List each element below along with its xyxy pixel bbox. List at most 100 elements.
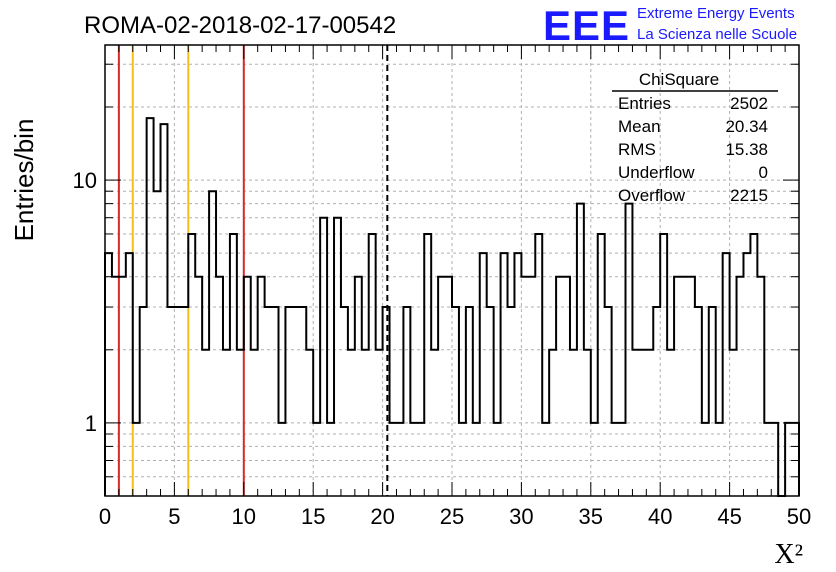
eee-logo: EEE: [543, 2, 630, 49]
histogram-bin: [577, 204, 584, 496]
x-tick-label: 5: [168, 504, 180, 529]
histogram-bin: [653, 307, 660, 496]
stats-box: ChiSquare Entries 2502 Mean 20.34 RMS 15.38 Un…: [612, 70, 778, 205]
histogram-bin: [209, 191, 216, 496]
histogram-bin: [549, 350, 556, 496]
histogram-bin: [237, 350, 244, 496]
histogram-bin: [403, 307, 410, 496]
histogram-bin: [709, 307, 716, 496]
x-tick-label: 40: [648, 504, 672, 529]
histogram-bin: [140, 307, 147, 496]
histogram-bin: [660, 234, 667, 496]
histogram-bin: [396, 423, 403, 496]
histogram-bin: [362, 350, 369, 496]
histogram-bin: [376, 350, 383, 496]
histogram-bin: [383, 307, 390, 496]
x-tick-label: 0: [99, 504, 111, 529]
stats-value: 15.38: [725, 140, 768, 159]
stats-value: 2502: [730, 94, 768, 113]
histogram-bin: [528, 277, 535, 496]
histogram-bin: [667, 350, 674, 496]
histogram-bin: [702, 423, 709, 496]
histogram-bin: [521, 277, 528, 496]
histogram-bin: [688, 277, 695, 496]
stats-label: Overflow: [618, 186, 686, 205]
histogram-bin: [202, 350, 209, 496]
histogram-bin: [598, 234, 605, 496]
x-tick-label: 15: [301, 504, 325, 529]
histogram-bin: [473, 423, 480, 496]
x-axis-label: X²: [774, 539, 803, 570]
histogram-bin: [570, 350, 577, 496]
histogram-bin: [223, 350, 230, 496]
histogram-bin: [438, 277, 445, 496]
histogram-bin: [348, 350, 355, 496]
histogram-bin: [341, 307, 348, 496]
histogram-bin: [313, 423, 320, 496]
histogram-bin: [431, 350, 438, 496]
histogram-bin: [646, 350, 653, 496]
histogram-bin: [494, 423, 501, 496]
histogram-bin: [265, 307, 272, 496]
stats-value: 20.34: [725, 117, 768, 136]
histogram-bin: [771, 423, 778, 496]
histogram-bin: [417, 423, 424, 496]
histogram-bin: [466, 307, 473, 496]
histogram-bin: [112, 277, 119, 496]
histogram-bin: [306, 350, 313, 496]
histogram-bin: [750, 234, 757, 496]
histogram-bin: [216, 277, 223, 496]
histogram-bin: [279, 423, 286, 496]
histogram-bin: [320, 218, 327, 496]
histogram-bin: [501, 253, 508, 496]
histogram-bin: [639, 350, 646, 496]
histogram-bin: [147, 118, 154, 496]
histogram-bin: [542, 423, 549, 496]
axes: 0 5 10 15 20 25 30 35 40 45 50 1 10: [73, 44, 811, 529]
histogram-bin: [514, 253, 521, 496]
stats-label: Mean: [618, 117, 661, 136]
histogram-bin: [327, 423, 334, 496]
y-tick-label: 10: [73, 168, 97, 193]
histogram-bin: [355, 277, 362, 496]
histogram-bin: [174, 307, 181, 496]
y-tick-label: 1: [85, 411, 97, 436]
histogram-bin: [133, 423, 140, 496]
histogram-bin: [632, 350, 639, 496]
histogram-bin: [445, 277, 452, 496]
histogram-bin: [272, 307, 279, 496]
histogram-bin: [195, 277, 202, 496]
histogram-bin: [258, 277, 265, 496]
histogram-bin: [556, 277, 563, 496]
histogram-bin: [716, 423, 723, 496]
x-tick-label: 10: [232, 504, 256, 529]
histogram-bin: [230, 234, 237, 496]
histogram-bin: [299, 307, 306, 496]
stats-label: Entries: [618, 94, 671, 113]
org-name: Extreme Energy Events: [637, 5, 795, 22]
histogram-bin: [334, 218, 341, 496]
stats-value: 2215: [730, 186, 768, 205]
histogram-bin: [695, 307, 702, 496]
stats-value: 0: [759, 163, 768, 182]
stats-title: ChiSquare: [639, 70, 719, 89]
histogram-bin: [563, 277, 570, 496]
x-tick-label: 25: [440, 504, 464, 529]
stats-rows: Entries 2502 Mean 20.34 RMS 15.38 Underflow 0 Ov…: [618, 94, 768, 205]
stats-label: Underflow: [618, 163, 695, 182]
histogram-bin: [369, 234, 376, 496]
histogram-bin: [757, 277, 764, 496]
histogram-bin: [244, 277, 251, 496]
histogram: [104, 117, 800, 497]
histogram-bin: [292, 307, 299, 496]
histogram-bin: [591, 423, 598, 496]
run-title: ROMA-02-2018-02-17-00542: [84, 12, 396, 39]
histogram-outline: [104, 117, 800, 497]
histogram-bin: [119, 277, 126, 496]
histogram-bin: [459, 423, 466, 496]
histogram-bin: [126, 253, 133, 496]
x-tick-label: 30: [509, 504, 533, 529]
x-tick-label: 50: [787, 504, 811, 529]
y-axis-label: Entries/bin: [9, 119, 39, 242]
histogram-bin: [626, 204, 633, 496]
